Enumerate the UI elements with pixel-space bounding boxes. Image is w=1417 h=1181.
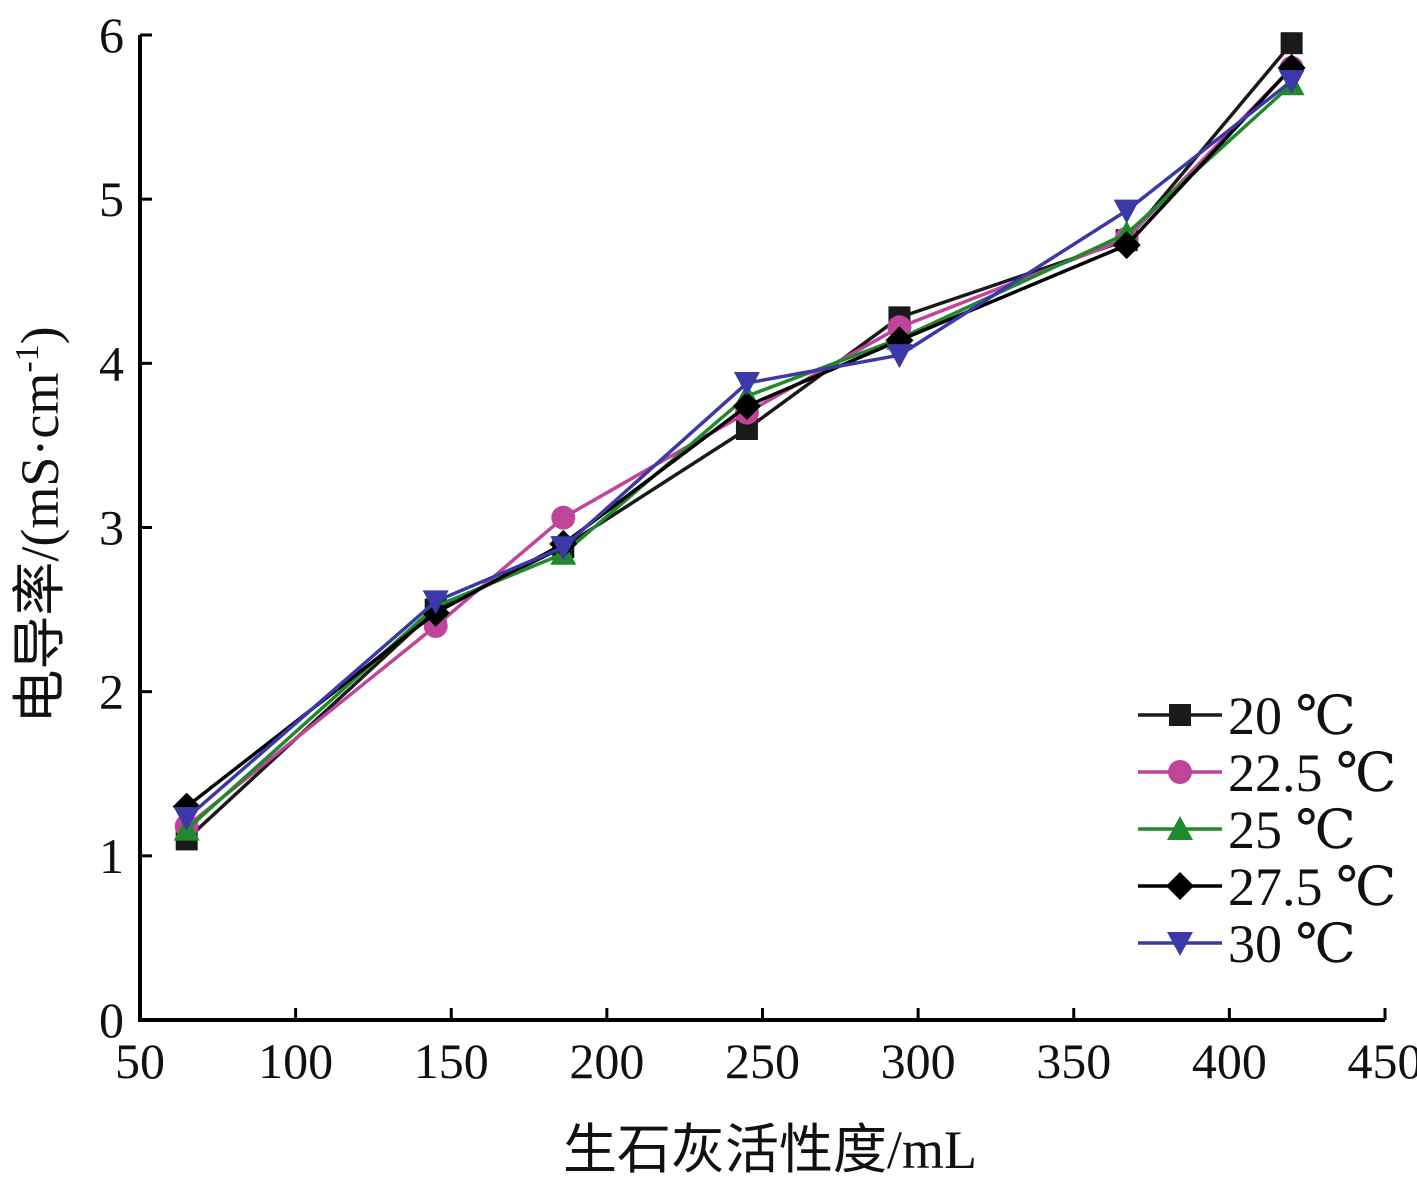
data-point bbox=[733, 372, 760, 397]
legend-item: 25 ℃ bbox=[1138, 800, 1356, 860]
data-point bbox=[1278, 69, 1305, 94]
marker-circle bbox=[1168, 760, 1192, 784]
x-tick-label: 100 bbox=[258, 1033, 333, 1089]
data-point bbox=[173, 807, 200, 832]
y-tick-label: 3 bbox=[99, 500, 124, 556]
series-2 bbox=[174, 55, 1304, 839]
x-tick-label: 250 bbox=[725, 1033, 800, 1089]
y-tick-label: 5 bbox=[99, 171, 124, 227]
y-axis-title-superscript: -1 bbox=[9, 344, 46, 372]
legend-label: 25 ℃ bbox=[1228, 800, 1356, 860]
legend-label: 20 ℃ bbox=[1228, 686, 1356, 746]
y-axis-title-close: ) bbox=[10, 326, 70, 344]
y-tick-label: 0 bbox=[99, 992, 124, 1048]
x-tick-label: 200 bbox=[569, 1033, 644, 1089]
data-point bbox=[550, 536, 577, 561]
y-tick-label: 6 bbox=[99, 7, 124, 63]
legend-item: 22.5 ℃ bbox=[1138, 743, 1396, 803]
series-layer bbox=[172, 32, 1306, 851]
x-tick-label: 450 bbox=[1348, 1033, 1417, 1089]
series-line bbox=[185, 82, 1293, 831]
legend-label: 30 ℃ bbox=[1228, 914, 1356, 974]
series-1 bbox=[175, 32, 1303, 851]
y-tick-label: 4 bbox=[99, 335, 124, 391]
data-point bbox=[735, 418, 758, 440]
axes bbox=[138, 35, 1385, 1022]
marker-triangle-up bbox=[1167, 816, 1193, 840]
data-point bbox=[886, 344, 913, 369]
data-point bbox=[1280, 32, 1303, 55]
x-tick-label: 400 bbox=[1192, 1033, 1267, 1089]
x-axis-ticks: 50 100 150 200 250 300 350 400 450 bbox=[115, 1008, 1417, 1089]
legend-item: 30 ℃ bbox=[1138, 914, 1356, 974]
data-point bbox=[1112, 231, 1141, 260]
data-point bbox=[1113, 199, 1140, 224]
legend-item: 20 ℃ bbox=[1138, 686, 1356, 746]
x-tick-label: 50 bbox=[115, 1033, 165, 1089]
data-point bbox=[551, 505, 576, 530]
marker-square bbox=[1169, 704, 1191, 726]
x-tick-label: 150 bbox=[414, 1033, 489, 1089]
series-3 bbox=[173, 71, 1305, 841]
x-tick-label: 350 bbox=[1036, 1033, 1111, 1089]
marker-triangle-down bbox=[1167, 932, 1193, 956]
data-point bbox=[732, 392, 761, 421]
legend: 20 ℃22.5 ℃25 ℃27.5 ℃30 ℃ bbox=[1138, 686, 1396, 974]
series-line bbox=[185, 42, 1293, 841]
series-line bbox=[185, 79, 1293, 820]
legend-item: 27.5 ℃ bbox=[1138, 857, 1396, 917]
data-point bbox=[422, 590, 449, 615]
series-line bbox=[185, 66, 1293, 828]
y-axis-title-main: 电导率/(mS·cm bbox=[10, 373, 70, 724]
legend-label: 27.5 ℃ bbox=[1228, 857, 1396, 917]
series-5 bbox=[173, 69, 1305, 832]
x-tick-label: 300 bbox=[881, 1033, 956, 1089]
x-axis-title: 生石灰活性度/mL bbox=[563, 1120, 977, 1180]
marker-diamond bbox=[1166, 872, 1194, 900]
y-axis-title: 电导率/(mS·cm-1) bbox=[9, 326, 70, 723]
y-tick-label: 1 bbox=[99, 828, 124, 884]
y-tick-label: 2 bbox=[99, 664, 124, 720]
legend-label: 22.5 ℃ bbox=[1228, 743, 1396, 803]
y-axis-ticks: 0 1 2 3 4 5 6 bbox=[99, 7, 152, 1048]
